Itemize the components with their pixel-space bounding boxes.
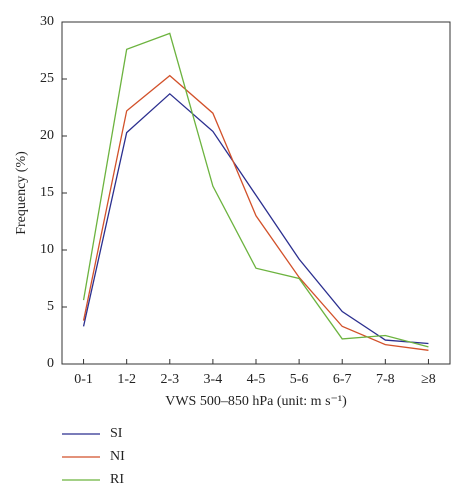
x-tick-label: 2-3 <box>160 372 179 387</box>
y-tick-label: 15 <box>40 185 54 200</box>
series-line <box>82 32 429 348</box>
y-tick-label: 20 <box>40 128 54 143</box>
x-tick-label: 6-7 <box>333 372 352 387</box>
y-tick-label: 10 <box>40 242 54 257</box>
y-tick-label: 30 <box>40 14 54 29</box>
series-line <box>82 74 429 351</box>
x-tick-label: 4-5 <box>247 372 266 387</box>
x-tick-label: 1-2 <box>117 372 136 387</box>
x-tick-label: 3-4 <box>204 372 223 387</box>
x-tick-label: 0-1 <box>74 372 93 387</box>
legend-label: NI <box>110 449 125 464</box>
series-line <box>82 92 429 345</box>
x-tick-label: ≥8 <box>421 372 436 387</box>
x-axis-label: VWS 500–850 hPa (unit: m s⁻¹) <box>165 394 347 409</box>
x-tick-label: 7-8 <box>376 372 395 387</box>
y-tick-label: 5 <box>47 299 54 314</box>
y-tick-label: 0 <box>47 356 54 371</box>
y-axis-label: Frequency (%) <box>14 151 29 235</box>
legend-label: SI <box>110 426 123 441</box>
plot-frame <box>61 21 451 365</box>
x-tick-label: 5-6 <box>290 372 309 387</box>
y-tick-label: 25 <box>40 71 54 86</box>
legend-label: RI <box>110 472 124 487</box>
